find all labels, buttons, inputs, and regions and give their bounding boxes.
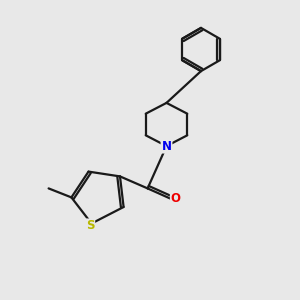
Text: N: N [161, 140, 172, 153]
Text: O: O [171, 192, 181, 205]
Text: S: S [86, 219, 94, 232]
